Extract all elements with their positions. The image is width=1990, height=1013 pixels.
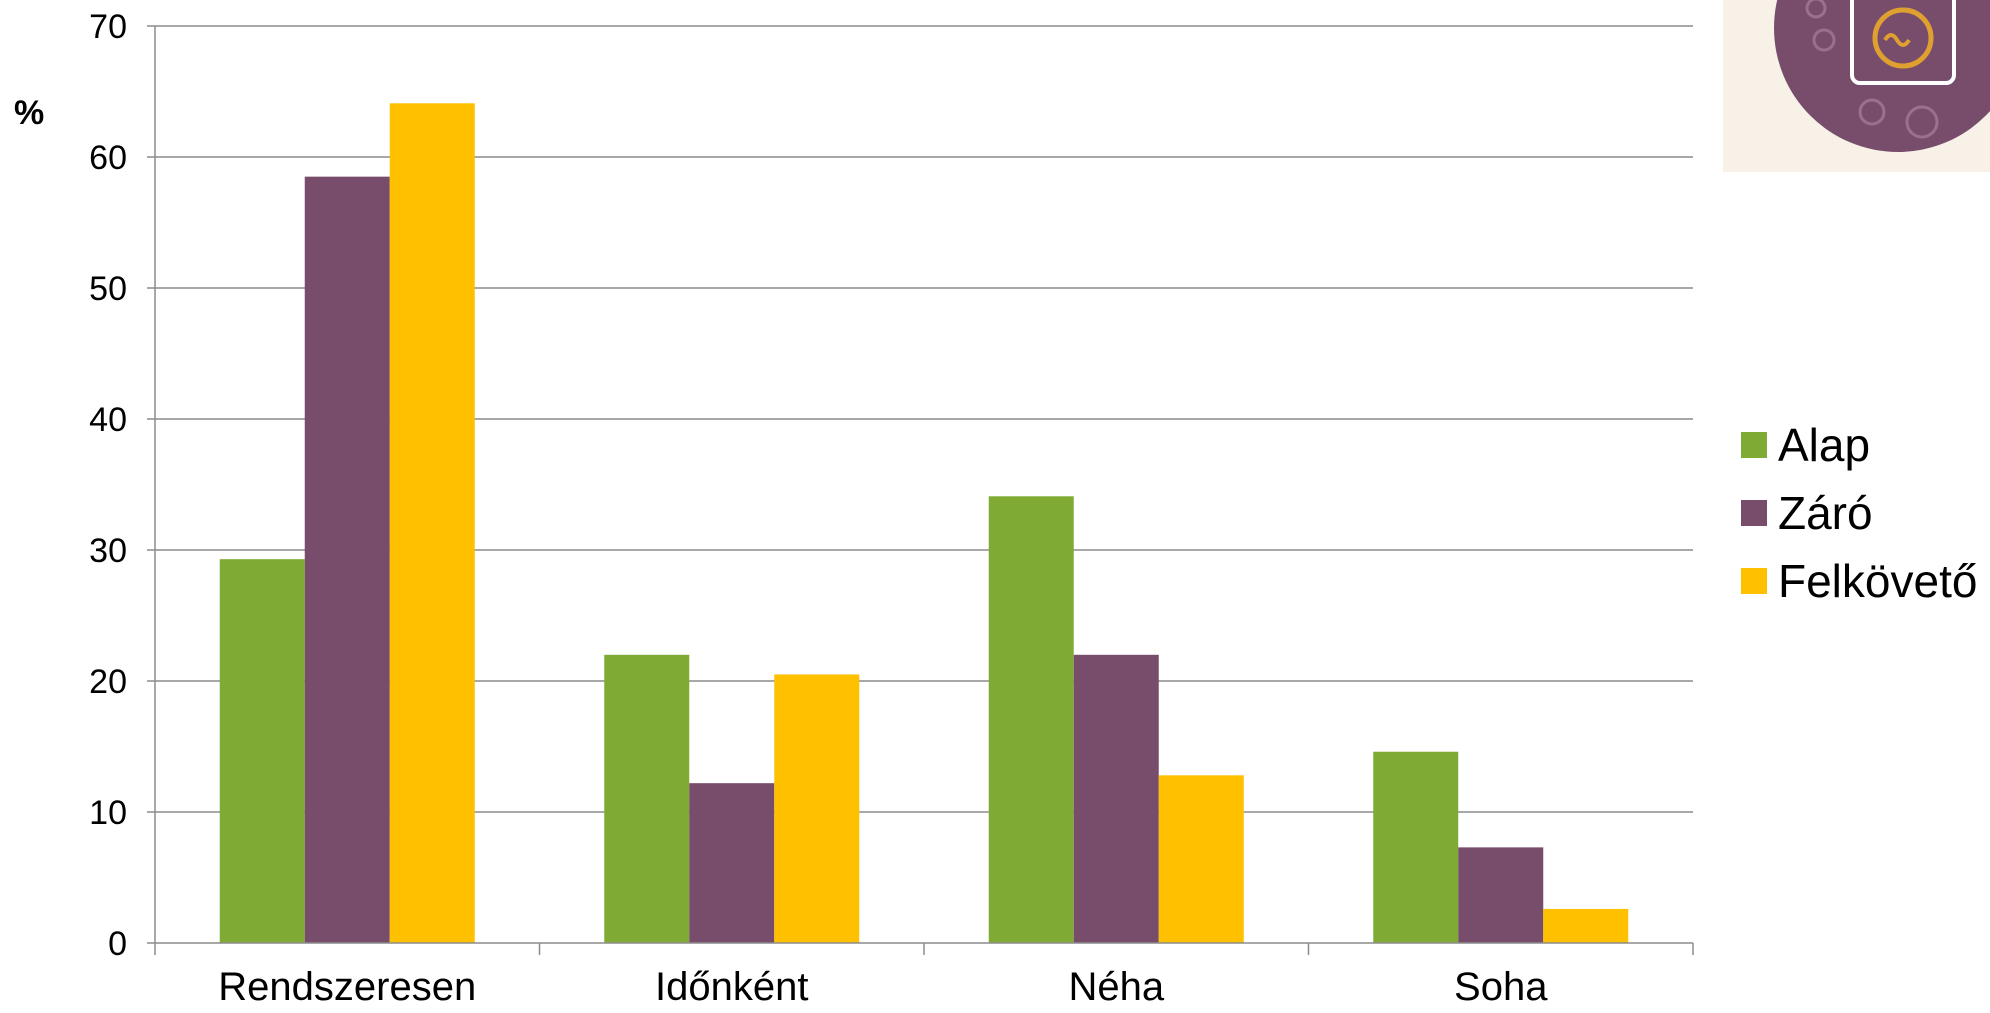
y-tick-label: 60 (89, 139, 127, 177)
axes (147, 25, 1694, 955)
bar-alap (219, 559, 305, 943)
legend-label: Záró (1778, 487, 1873, 539)
bar-alap (988, 496, 1074, 943)
bar-alap (604, 654, 690, 943)
legend-label: Felkövető (1778, 555, 1977, 607)
y-tick-label: 20 (89, 663, 127, 701)
bar-felkövető (1158, 775, 1244, 943)
y-axis-label: % (14, 94, 44, 132)
y-tick-label: 0 (108, 925, 127, 963)
legend-swatch (1741, 432, 1767, 458)
bar-felkövető (774, 674, 860, 943)
bar-felkövető (1543, 908, 1629, 943)
category-label: Időnként (655, 965, 808, 1009)
bar-záró (304, 176, 390, 943)
bar-záró (1073, 654, 1159, 943)
bar-záró (1458, 847, 1544, 943)
y-tick-label: 30 (89, 532, 127, 570)
bar-felkövető (389, 103, 475, 944)
y-tick-label: 50 (89, 270, 127, 308)
category-label: Néha (1068, 965, 1164, 1009)
legend-swatch (1741, 568, 1767, 594)
y-tick-label: 40 (89, 401, 127, 439)
y-tick-label: 70 (89, 8, 127, 46)
legend-label: Alap (1778, 419, 1870, 471)
y-tick-labels: 0 10 20 30 40 50 60 70 (89, 8, 127, 963)
legend-swatch (1741, 500, 1767, 526)
legend: Alap Záró Felkövető (1741, 419, 1977, 607)
bar-alap (1373, 751, 1459, 943)
y-tick-label: 10 (89, 794, 127, 832)
bars (219, 103, 1629, 944)
category-label: Soha (1454, 965, 1548, 1009)
category-labels: Rendszeresen Időnként Néha Soha (218, 965, 1548, 1009)
washing-machine-icon (1723, 0, 1990, 172)
category-label: Rendszeresen (218, 965, 476, 1009)
bar-záró (689, 783, 775, 943)
